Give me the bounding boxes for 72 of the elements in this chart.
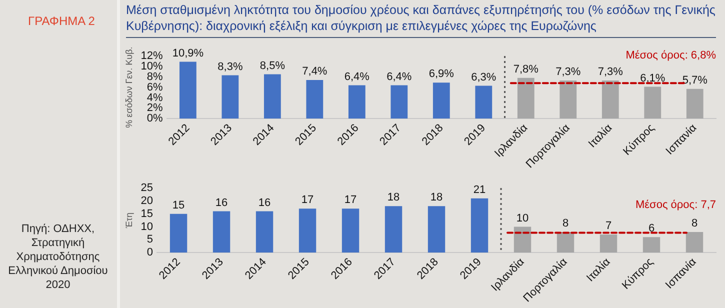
y-tick-label: 0 [146, 246, 154, 259]
bar [222, 75, 239, 119]
bar [642, 237, 660, 253]
y-tick-label: 25 [140, 182, 154, 194]
data-label: 8 [562, 217, 569, 230]
bar [348, 85, 366, 119]
bar [517, 78, 534, 119]
bar [475, 86, 492, 119]
data-label: 7,8% [513, 63, 539, 76]
data-label: 6,4% [386, 70, 412, 83]
data-label: 15 [172, 199, 185, 212]
text: ΓΡΑΦΗΜΑ 2 [27, 14, 96, 28]
bar [212, 211, 230, 253]
bar [686, 88, 704, 119]
data-label: 8,5% [260, 60, 286, 72]
data-label: 7,4% [302, 66, 328, 78]
data-label: 6,9% [428, 68, 454, 80]
bar [556, 232, 574, 253]
y-axis-title: Έτη [124, 212, 134, 230]
y-tick-label: 20 [140, 194, 154, 207]
bar [470, 198, 488, 253]
y-tick-label: 0% [146, 112, 164, 125]
y-tick-label: 8% [146, 70, 164, 83]
data-label: 7,3% [598, 66, 624, 78]
bar [306, 80, 324, 119]
bar [264, 74, 281, 119]
data-label: 7 [605, 220, 612, 232]
data-label: 6,3% [471, 71, 496, 84]
data-label: 16 [215, 196, 228, 209]
data-label: 8,3% [218, 60, 243, 73]
y-tick-label: 6% [146, 81, 164, 94]
chart-title: Μέση σταθμισμένη ληκτότητα του δημοσίου χρέους και δαπάνες εξυπηρέτησής του (% εσόδων της Γενικής Κυβέρνησης): διαχρονική εξέλιξη και σύγκριση με επιλεγμένες χώρες της Ευρωζώνης [126, 2, 716, 38]
bar [600, 234, 618, 253]
bar [686, 232, 704, 253]
y-tick-label: 5 [146, 234, 154, 246]
bar [560, 80, 577, 119]
ref-line-label: Μέσος όρος: 6,8% [626, 50, 716, 62]
bar [342, 208, 360, 253]
data-label: 17 [301, 194, 314, 206]
bar [428, 206, 446, 253]
y-tick-label: 2% [146, 102, 164, 114]
data-label: 17 [344, 194, 357, 206]
data-label: 6,4% [344, 70, 370, 83]
bar [432, 82, 450, 119]
y-tick-label: 4% [146, 92, 164, 104]
bar [256, 211, 274, 253]
bar [390, 85, 408, 119]
data-label: 5,7% [682, 74, 708, 86]
bar [384, 206, 402, 253]
bar [514, 226, 532, 253]
bar [170, 214, 188, 253]
y-tick-label: 15 [140, 208, 154, 220]
data-label: 18 [387, 192, 400, 204]
ref-line-label: Μέσος όρος: 7,7 [635, 199, 716, 212]
data-label: 21 [473, 184, 486, 196]
data-label: 16 [258, 196, 271, 209]
bar [179, 62, 196, 119]
y-axis-title: % εσόδων Γεν. Κυβ. [124, 46, 134, 128]
data-label: 8 [691, 217, 698, 230]
y-tick-label: 10 [140, 220, 154, 233]
bar [602, 80, 619, 119]
data-label: 6 [648, 222, 655, 235]
data-label: 18 [430, 192, 443, 204]
bar [644, 86, 662, 119]
text: Πηγή: ΟΔΗΧΧ, Στρατηγική Χρηματοδότησης Ελληνικού Δημοσίου 2020 [7, 222, 109, 292]
data-label: 10,9% [172, 47, 204, 60]
data-label: 10 [516, 212, 529, 224]
data-label: 6,1% [640, 72, 666, 84]
y-tick-label: 12% [140, 50, 164, 62]
y-tick-label: 10% [140, 60, 164, 72]
data-label: 7,3% [556, 66, 581, 78]
bar [298, 208, 316, 253]
